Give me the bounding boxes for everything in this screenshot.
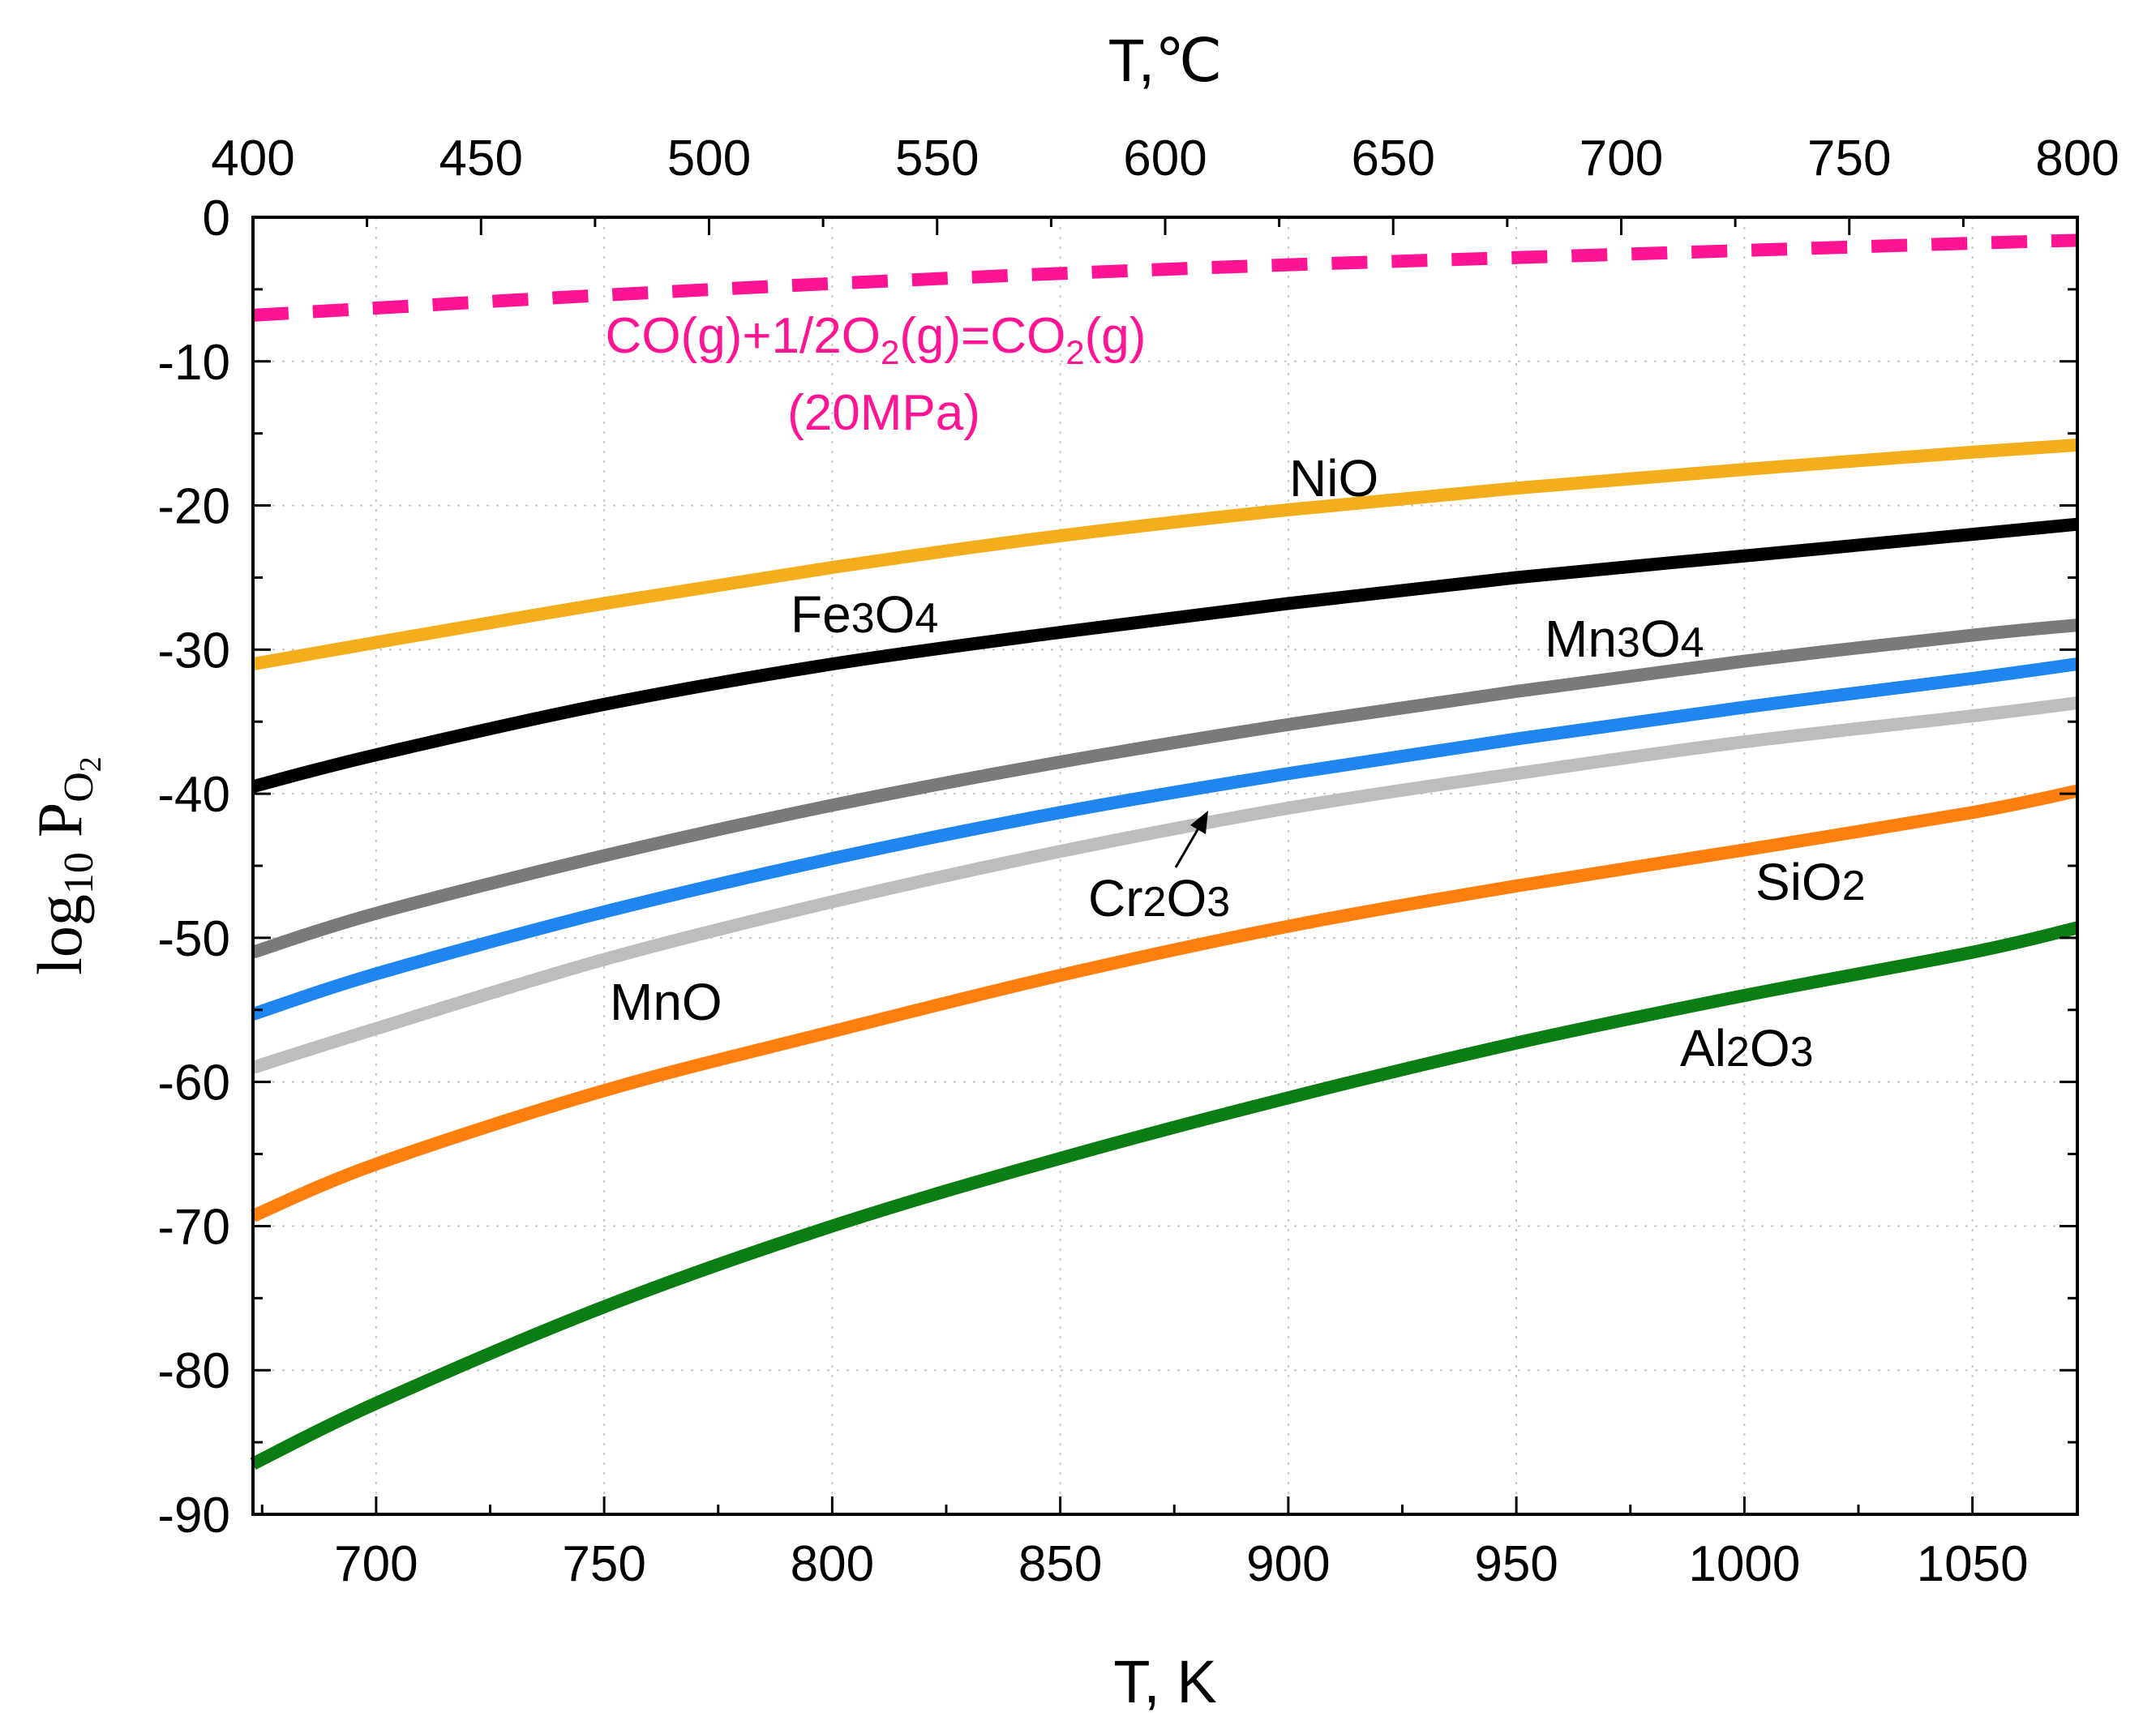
- top-tick-label: 550: [895, 131, 979, 186]
- cr2o3-arrow: [1174, 822, 1203, 868]
- label-cr2o3: Cr2O3: [1088, 869, 1230, 927]
- x-tick-label: 850: [1018, 1536, 1102, 1592]
- tick-marks: [251, 216, 2079, 1516]
- x-tick-label: 700: [334, 1536, 418, 1592]
- series-line-mn3o4: [251, 619, 2078, 959]
- grid: [253, 217, 2077, 1514]
- tick-labels: 700 750 800 850 900 950 1000 1050 400 450 500 550 60…: [157, 131, 2119, 1592]
- label-mn3o4: Mn3O4: [1545, 610, 1704, 668]
- y-tick-label: -10: [157, 335, 230, 391]
- series-line-cr2o3: [251, 657, 2079, 1021]
- y-tick-label: -20: [157, 479, 230, 535]
- top-tick-label: 750: [1807, 131, 1891, 186]
- top-axis-title: T,℃: [1108, 27, 1223, 94]
- y-tick-label: -60: [157, 1055, 230, 1111]
- top-tick-label: 500: [667, 131, 751, 186]
- series-line-fe3o4: [251, 517, 2078, 793]
- x-axis-title: T, K: [1113, 1648, 1216, 1715]
- x-tick-label: 800: [791, 1536, 874, 1592]
- y-tick-label: -50: [157, 911, 230, 967]
- top-tick-label: 800: [2035, 131, 2119, 186]
- y-tick-label: -30: [157, 623, 230, 679]
- top-tick-label: 600: [1123, 131, 1207, 186]
- top-tick-label: 450: [439, 131, 523, 186]
- series-line-sio2: [250, 784, 2079, 1222]
- series-line-al2o3: [250, 921, 2079, 1470]
- y-tick-label: -90: [157, 1488, 230, 1543]
- label-co-reaction: CO(g)+1/2O2(g)=CO2(g): [606, 308, 1147, 371]
- x-tick-label: 950: [1474, 1536, 1558, 1592]
- label-al2o3: Al2O3: [1680, 1019, 1814, 1077]
- top-tick-label: 700: [1579, 131, 1663, 186]
- label-fe3o4: Fe3O4: [791, 585, 938, 644]
- top-tick-label: 650: [1352, 131, 1435, 186]
- top-tick-label: 400: [211, 131, 294, 186]
- x-tick-label: 750: [562, 1536, 645, 1592]
- x-tick-label: 1000: [1688, 1536, 1800, 1592]
- series-line-co-g-1-2o2-g-co2-g-20mpa: [252, 233, 2078, 322]
- series-line-nio: [251, 438, 2078, 670]
- series-line-mno: [251, 696, 2078, 1074]
- label-co-pressure: (20MPa): [787, 385, 980, 441]
- y-tick-label: -40: [157, 767, 230, 823]
- x-tick-label: 900: [1246, 1536, 1330, 1592]
- y-tick-label: 0: [203, 191, 230, 246]
- cr2o3-arrowhead: [1190, 811, 1208, 834]
- x-tick-label: 1050: [1917, 1536, 2029, 1592]
- label-sio2: SiO2: [1755, 853, 1866, 911]
- label-nio: NiO: [1289, 449, 1378, 507]
- series-lines: [250, 233, 2079, 1470]
- y-tick-label: -70: [157, 1199, 230, 1255]
- label-mno: MnO: [610, 973, 722, 1031]
- y-axis-title: log10PO2: [24, 756, 108, 975]
- y-tick-label: -80: [157, 1343, 230, 1399]
